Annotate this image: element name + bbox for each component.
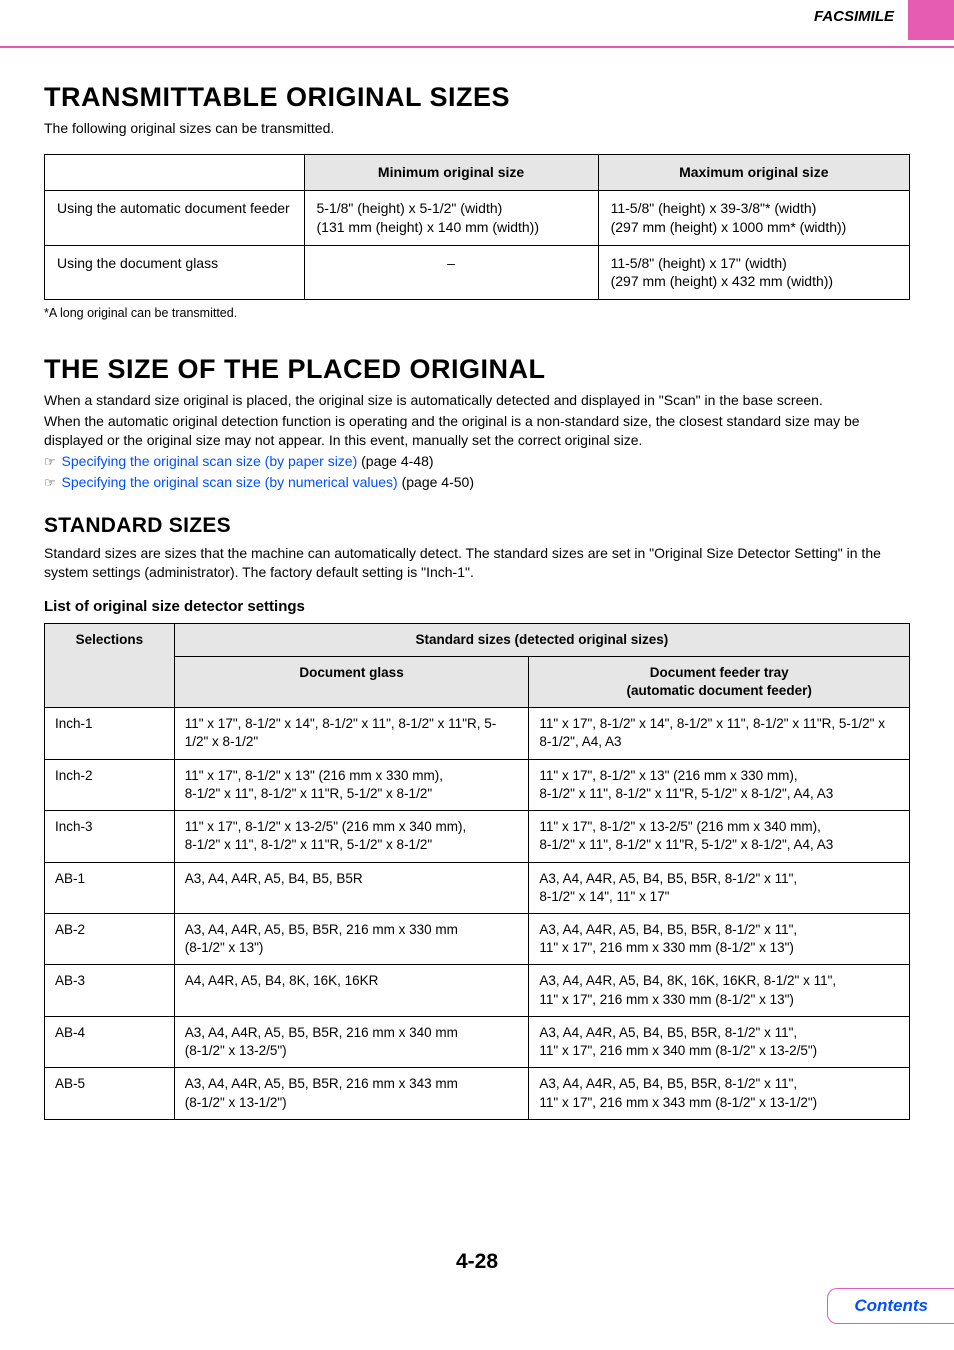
contents-button[interactable]: Contents xyxy=(827,1288,954,1324)
glass-cell: A3, A4, A4R, A5, B4, B5, B5R xyxy=(174,862,529,913)
row-label: Using the automatic document feeder xyxy=(45,190,305,245)
standard-sizes-para: Standard sizes are sizes that the machin… xyxy=(44,544,910,582)
table-row: Inch-211" x 17", 8-1/2" x 13" (216 mm x … xyxy=(45,759,910,810)
sel-cell: AB-2 xyxy=(45,913,175,964)
standard-sizes-heading: STANDARD SIZES xyxy=(44,514,910,538)
sel-cell: Inch-3 xyxy=(45,811,175,862)
pointer-icon: ☞ xyxy=(44,475,56,490)
footnote: *A long original can be transmitted. xyxy=(44,306,910,320)
table-row: Using the document glass – 11-5/8" (heig… xyxy=(45,245,910,300)
sel-cell: Inch-2 xyxy=(45,759,175,810)
section-label: FACSIMILE xyxy=(814,8,894,25)
tray-cell: A3, A4, A4R, A5, B4, B5, B5R, 8-1/2" x 1… xyxy=(529,1068,910,1119)
header-rule xyxy=(0,46,954,48)
tray-cell: 11" x 17", 8-1/2" x 14", 8-1/2" x 11", 8… xyxy=(529,708,910,759)
ref2-link[interactable]: Specifying the original scan size (by nu… xyxy=(62,474,398,490)
glass-cell: 11" x 17", 8-1/2" x 14", 8-1/2" x 11", 8… xyxy=(174,708,529,759)
table-row: Using the automatic document feeder 5-1/… xyxy=(45,190,910,245)
section2-para2: When the automatic original detection fu… xyxy=(44,412,910,450)
ref-line-2: ☞ Specifying the original scan size (by … xyxy=(44,473,910,492)
table-row: AB-5A3, A4, A4R, A5, B5, B5R, 216 mm x 3… xyxy=(45,1068,910,1119)
glass-cell: A3, A4, A4R, A5, B5, B5R, 216 mm x 343 m… xyxy=(174,1068,529,1119)
glass-cell: 11" x 17", 8-1/2" x 13-2/5" (216 mm x 34… xyxy=(174,811,529,862)
ref1-page: (page 4-48) xyxy=(357,453,433,469)
pointer-icon: ☞ xyxy=(44,454,56,469)
page: FACSIMILE TRANSMITTABLE ORIGINAL SIZES T… xyxy=(0,0,954,1350)
table-row: AB-2A3, A4, A4R, A5, B5, B5R, 216 mm x 3… xyxy=(45,913,910,964)
table-row: Inch-111" x 17", 8-1/2" x 14", 8-1/2" x … xyxy=(45,708,910,759)
table-row: AB-1A3, A4, A4R, A5, B4, B5, B5RA3, A4, … xyxy=(45,862,910,913)
glass-cell: 11" x 17", 8-1/2" x 13" (216 mm x 330 mm… xyxy=(174,759,529,810)
table-header-row: Document glass Document feeder tray (aut… xyxy=(45,656,910,707)
sel-cell: Inch-1 xyxy=(45,708,175,759)
glass-cell: A4, A4R, A5, B4, 8K, 16K, 16KR xyxy=(174,965,529,1016)
empty-header xyxy=(45,154,305,190)
table-header-row: Selections Standard sizes (detected orig… xyxy=(45,623,910,656)
section1-intro: The following original sizes can be tran… xyxy=(44,119,910,138)
row-min: 5-1/8" (height) x 5-1/2" (width) (131 mm… xyxy=(304,190,598,245)
section2-para1: When a standard size original is placed,… xyxy=(44,391,910,410)
page-header: FACSIMILE xyxy=(0,0,954,46)
accent-box xyxy=(908,0,954,40)
section1-title: TRANSMITTABLE ORIGINAL SIZES xyxy=(44,82,910,113)
ref-line-1: ☞ Specifying the original scan size (by … xyxy=(44,452,910,471)
tray-cell: A3, A4, A4R, A5, B4, B5, B5R, 8-1/2" x 1… xyxy=(529,913,910,964)
table-row: AB-4A3, A4, A4R, A5, B5, B5R, 216 mm x 3… xyxy=(45,1016,910,1067)
table-header-row: Minimum original size Maximum original s… xyxy=(45,154,910,190)
row-label: Using the document glass xyxy=(45,245,305,300)
tray-cell: 11" x 17", 8-1/2" x 13-2/5" (216 mm x 34… xyxy=(529,811,910,862)
list-heading: List of original size detector settings xyxy=(44,598,910,615)
glass-header: Document glass xyxy=(174,656,529,707)
sel-cell: AB-1 xyxy=(45,862,175,913)
sel-cell: AB-5 xyxy=(45,1068,175,1119)
sel-cell: AB-3 xyxy=(45,965,175,1016)
detector-settings-table: Selections Standard sizes (detected orig… xyxy=(44,623,910,1120)
row-max: 11-5/8" (height) x 39-3/8"* (width) (297… xyxy=(598,190,909,245)
tray-cell: A3, A4, A4R, A5, B4, B5, B5R, 8-1/2" x 1… xyxy=(529,862,910,913)
sel-cell: AB-4 xyxy=(45,1016,175,1067)
section2-title: THE SIZE OF THE PLACED ORIGINAL xyxy=(44,354,910,385)
table-row: AB-3A4, A4R, A5, B4, 8K, 16K, 16KRA3, A4… xyxy=(45,965,910,1016)
ref2-page: (page 4-50) xyxy=(398,474,474,490)
glass-cell: A3, A4, A4R, A5, B5, B5R, 216 mm x 340 m… xyxy=(174,1016,529,1067)
content-area: TRANSMITTABLE ORIGINAL SIZES The followi… xyxy=(0,82,954,1120)
tray-cell: A3, A4, A4R, A5, B4, 8K, 16K, 16KR, 8-1/… xyxy=(529,965,910,1016)
page-number: 4-28 xyxy=(0,1250,954,1274)
table-row: Inch-311" x 17", 8-1/2" x 13-2/5" (216 m… xyxy=(45,811,910,862)
tray-header: Document feeder tray (automatic document… xyxy=(529,656,910,707)
max-header: Maximum original size xyxy=(598,154,909,190)
glass-cell: A3, A4, A4R, A5, B5, B5R, 216 mm x 330 m… xyxy=(174,913,529,964)
tray-cell: A3, A4, A4R, A5, B4, B5, B5R, 8-1/2" x 1… xyxy=(529,1016,910,1067)
tray-cell: 11" x 17", 8-1/2" x 13" (216 mm x 330 mm… xyxy=(529,759,910,810)
min-header: Minimum original size xyxy=(304,154,598,190)
group-header: Standard sizes (detected original sizes) xyxy=(174,623,909,656)
ref1-link[interactable]: Specifying the original scan size (by pa… xyxy=(62,453,358,469)
sel-header: Selections xyxy=(45,623,175,708)
row-min: – xyxy=(304,245,598,300)
row-max: 11-5/8" (height) x 17" (width) (297 mm (… xyxy=(598,245,909,300)
transmittable-sizes-table: Minimum original size Maximum original s… xyxy=(44,154,910,300)
